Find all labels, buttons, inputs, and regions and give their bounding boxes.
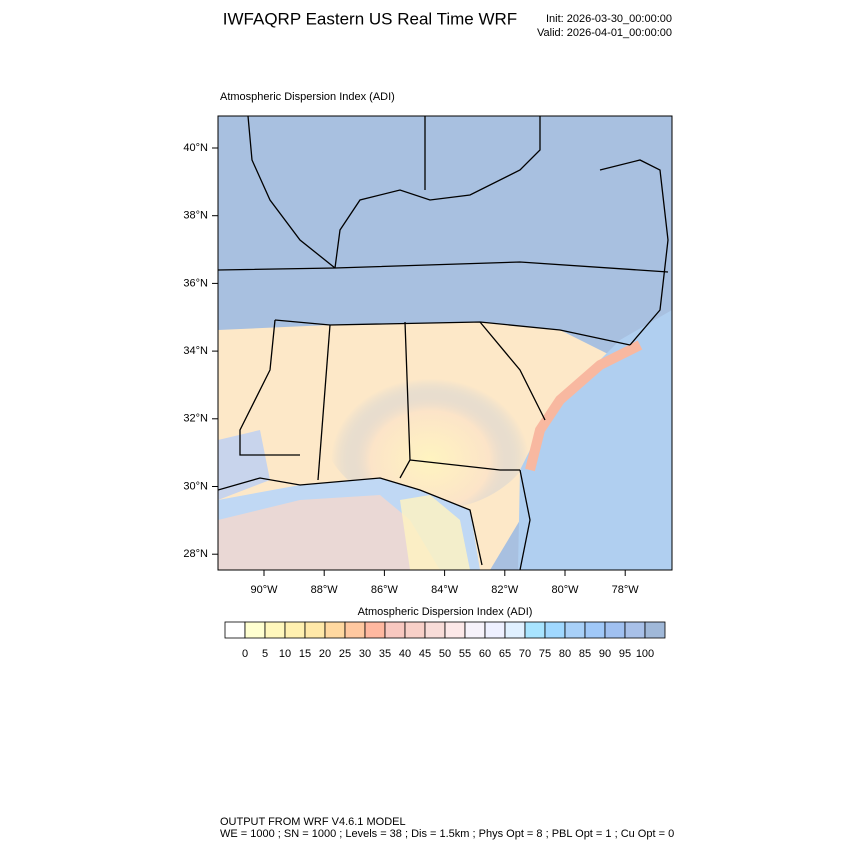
colorbar-label: 5 bbox=[262, 648, 268, 660]
colorbar-label: 95 bbox=[619, 648, 631, 660]
lon-label: 84°W bbox=[431, 584, 459, 596]
lon-label: 82°W bbox=[491, 584, 519, 596]
colorbar-label: 90 bbox=[599, 648, 611, 660]
colorbar-label: 25 bbox=[339, 648, 351, 660]
colorbar-label: 60 bbox=[479, 648, 491, 660]
colorbar-label: 15 bbox=[299, 648, 311, 660]
colorbar-label: 80 bbox=[559, 648, 571, 660]
lat-label: 32°N bbox=[183, 413, 208, 425]
color-box bbox=[444, 621, 466, 639]
valid-time: Valid: 2026-04-01_00:00:00 bbox=[537, 27, 672, 39]
colorbar-label: 10 bbox=[279, 648, 291, 660]
gulf-shading bbox=[218, 495, 440, 570]
lat-label: 38°N bbox=[183, 210, 208, 222]
color-box bbox=[324, 621, 346, 639]
color-box bbox=[484, 621, 506, 639]
colorbar-label: 75 bbox=[539, 648, 551, 660]
colorbar-label: 20 bbox=[319, 648, 331, 660]
color-box bbox=[644, 621, 666, 639]
colorbar-title: Atmospheric Dispersion Index (ADI) bbox=[358, 606, 533, 618]
color-box bbox=[584, 621, 606, 639]
color-box bbox=[344, 621, 366, 639]
color-box bbox=[424, 621, 446, 639]
color-box bbox=[544, 621, 566, 639]
lat-label: 36°N bbox=[183, 277, 208, 289]
color-box bbox=[284, 621, 306, 639]
color-box bbox=[404, 621, 426, 639]
color-box bbox=[264, 621, 286, 639]
colorbar-label: 70 bbox=[519, 648, 531, 660]
colorbar-label: 65 bbox=[499, 648, 511, 660]
colorbar-label: 45 bbox=[419, 648, 431, 660]
map-title: Atmospheric Dispersion Index (ADI) bbox=[220, 91, 395, 103]
lon-label: 80°W bbox=[551, 584, 579, 596]
footer-line-2: WE = 1000 ; SN = 1000 ; Levels = 38 ; Di… bbox=[220, 828, 674, 840]
colorbar-label: 100 bbox=[636, 648, 654, 660]
colorbar-label: 85 bbox=[579, 648, 591, 660]
color-box bbox=[604, 621, 626, 639]
coastal-band bbox=[525, 340, 643, 472]
gulf-yellow bbox=[400, 495, 470, 570]
color-box bbox=[384, 621, 406, 639]
colorbar-label: 0 bbox=[242, 648, 248, 660]
state-lines bbox=[218, 116, 669, 570]
color-box bbox=[224, 621, 246, 639]
map bbox=[218, 116, 672, 570]
color-box bbox=[564, 621, 586, 639]
color-box bbox=[624, 621, 646, 639]
lon-label: 78°W bbox=[612, 584, 640, 596]
color-box bbox=[244, 621, 266, 639]
lat-label: 30°N bbox=[183, 480, 208, 492]
color-box bbox=[304, 621, 326, 639]
south-shading bbox=[320, 330, 540, 510]
colorbar-label: 30 bbox=[359, 648, 371, 660]
lon-label: 86°W bbox=[371, 584, 399, 596]
footer-line-1: OUTPUT FROM WRF V4.6.1 MODEL bbox=[220, 816, 406, 828]
lat-label: 40°N bbox=[183, 142, 208, 154]
lat-label: 28°N bbox=[183, 548, 208, 560]
color-box bbox=[524, 621, 546, 639]
louisiana bbox=[218, 430, 270, 500]
colorbar-label: 35 bbox=[379, 648, 391, 660]
title: IWFAQRP Eastern US Real Time WRF bbox=[223, 9, 517, 28]
lon-label: 90°W bbox=[250, 584, 278, 596]
color-box bbox=[364, 621, 386, 639]
color-box bbox=[464, 621, 486, 639]
atlantic bbox=[518, 310, 672, 570]
lon-label: 88°W bbox=[311, 584, 339, 596]
color-box bbox=[504, 621, 526, 639]
init-time: Init: 2026-03-30_00:00:00 bbox=[546, 13, 672, 25]
colorbar-label: 50 bbox=[439, 648, 451, 660]
colorbar-label: 55 bbox=[459, 648, 471, 660]
colorbar-label: 40 bbox=[399, 648, 411, 660]
lat-label: 34°N bbox=[183, 345, 208, 357]
